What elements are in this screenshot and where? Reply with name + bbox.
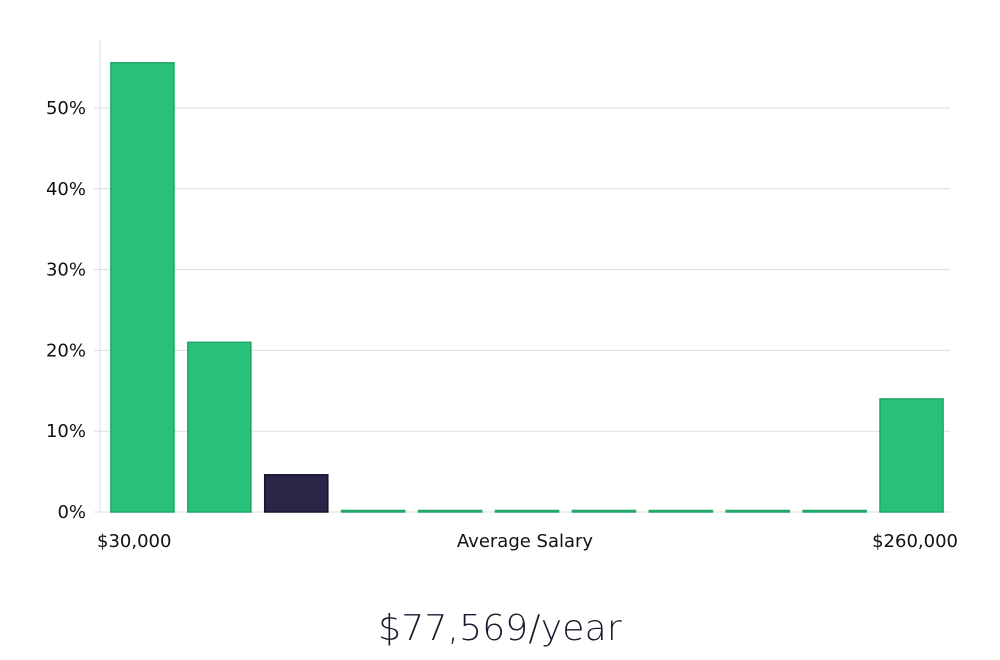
x-axis-title: Average Salary (457, 531, 594, 552)
bar (571, 509, 637, 513)
y-tick-label: 40% (46, 179, 86, 200)
bar (879, 398, 944, 513)
y-tick-label: 20% (46, 340, 86, 361)
bar (725, 509, 791, 513)
bar (187, 341, 252, 513)
y-tick-labels: 0% 10% 20% 30% 40% 50% (46, 98, 100, 523)
highlighted-bar (263, 474, 329, 513)
bar (340, 509, 406, 513)
bar (648, 509, 714, 513)
average-salary-value: $77,569/year (378, 608, 622, 649)
bar (417, 509, 483, 513)
bar (802, 509, 867, 513)
y-tick-label: 50% (46, 98, 86, 119)
x-axis-start-label: $30,000 (97, 531, 171, 552)
bar (494, 509, 560, 513)
x-axis-end-label: $260,000 (872, 531, 958, 552)
y-tick-label: 0% (57, 502, 86, 523)
bar (110, 62, 175, 513)
y-tick-label: 10% (46, 421, 86, 442)
bars (110, 62, 944, 513)
y-tick-label: 30% (46, 260, 86, 281)
